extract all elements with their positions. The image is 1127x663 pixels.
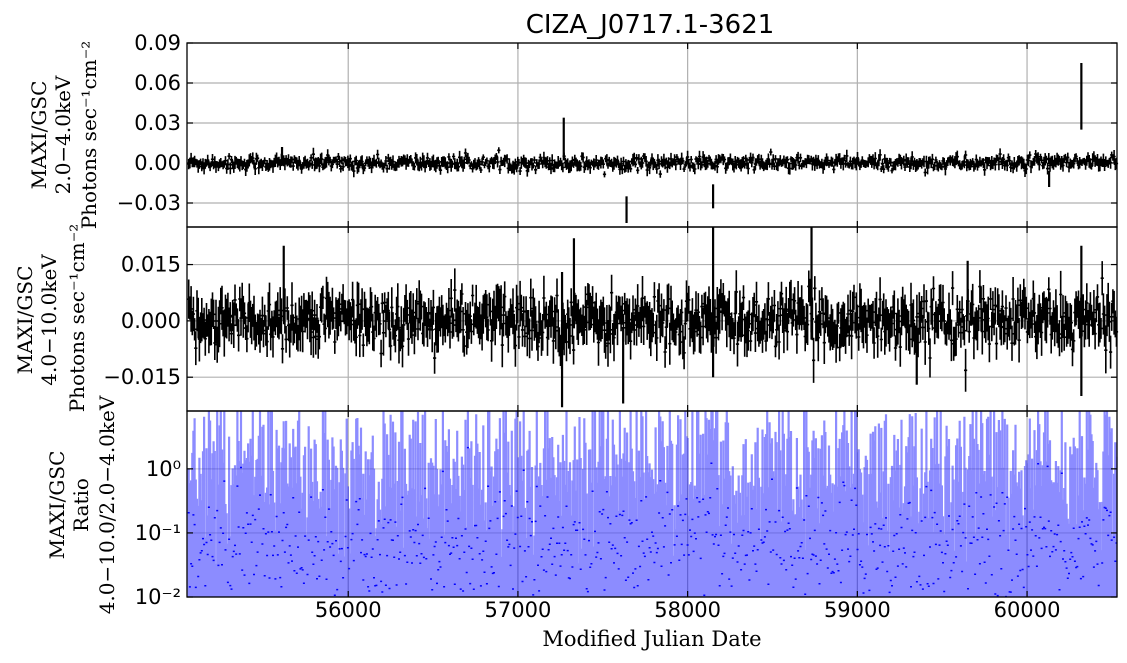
x-tick-label: 58000	[654, 598, 721, 622]
chart-title: CIZA_J0717.1-3621	[526, 10, 775, 40]
panel-soft-band-xticks	[347, 43, 1028, 227]
panel-soft-band-ylabel-3: Photons sec⁻¹cm⁻²	[77, 41, 101, 230]
panel-hard-band-ylabel-3: Photons sec⁻¹cm⁻²	[65, 224, 89, 413]
panel-hardness-ratio-ylabel-1: MAXI/GSC	[45, 451, 69, 560]
panel-soft-band-frame	[186, 42, 1118, 228]
y-tick-label: 0.06	[134, 71, 181, 95]
x-tick-labels: 56000 57000 58000 59000 60000	[315, 598, 1061, 622]
panel-soft-band-ylabel-1: MAXI/GSC	[27, 81, 51, 190]
panel-soft-band-yticks: −0.03 0.00 0.03 0.06 0.09	[117, 31, 1117, 215]
ratio-points	[187, 446, 1118, 598]
panel-hardness-ratio-ylabel-2: Ratio	[69, 478, 93, 532]
panel-hardness-ratio-yticks: 10⁻² 10⁻¹ 10⁰	[135, 457, 1117, 609]
panel-hard-band-data	[187, 227, 1119, 408]
x-tick-label: 57000	[485, 598, 552, 622]
y-tick-label: −0.03	[117, 191, 181, 215]
y-tick-label: 0.09	[134, 31, 181, 55]
panel-soft-band-ylabel-2: 2.0−4.0keV	[51, 75, 75, 194]
panel-hard-band-ylabel-1: MAXI/GSC	[13, 266, 37, 375]
panel-soft-band-grid	[187, 42, 1117, 227]
x-tick-label: 60000	[994, 598, 1061, 622]
errorbar-series	[187, 147, 1119, 178]
y-tick-label: 0.00	[134, 151, 181, 175]
x-tick-label: 56000	[315, 598, 382, 622]
panel-hardness-ratio-xticks	[347, 411, 1028, 597]
y-tick-label: 0.000	[121, 309, 181, 333]
panel-hardness-ratio-ylabel-3: 4.0−10.0/2.0−4.0keV	[95, 395, 119, 614]
x-axis-label: Modified Julian Date	[542, 627, 761, 651]
y-tick-label: 10⁻¹	[135, 521, 181, 545]
ratio-errorbars	[187, 411, 1118, 597]
y-tick-label: 10⁰	[146, 457, 181, 481]
errorbar-series	[187, 261, 1119, 392]
y-tick-label: −0.015	[103, 365, 181, 389]
panel-hardness-ratio-data	[187, 411, 1118, 598]
y-tick-label: 0.015	[121, 253, 181, 277]
panel-hard-band-yticks: −0.015 0.000 0.015	[103, 253, 1117, 389]
panel-hardness-ratio: 10⁻² 10⁻¹ 10⁰ MAXI/GSC Ratio 4.0−10.0/2.0−…	[45, 395, 1118, 614]
panel-hard-band: −0.015 0.000 0.015 MAXI/GSC 4.0−10.0keV Ph…	[13, 224, 1119, 413]
y-tick-label: 0.03	[134, 111, 181, 135]
x-tick-label: 59000	[824, 598, 891, 622]
panel-hard-band-xticks	[347, 227, 1028, 411]
panel-hardness-ratio-frame	[186, 410, 1118, 598]
y-tick-label: 10⁻²	[135, 585, 181, 609]
panel-soft-band-data	[187, 63, 1119, 223]
panel-soft-band: −0.03 0.00 0.03 0.06 0.09 MAXI/GSC 2.0−4.0ke…	[27, 31, 1119, 230]
panel-hard-band-ylabel-2: 4.0−10.0keV	[37, 254, 61, 386]
